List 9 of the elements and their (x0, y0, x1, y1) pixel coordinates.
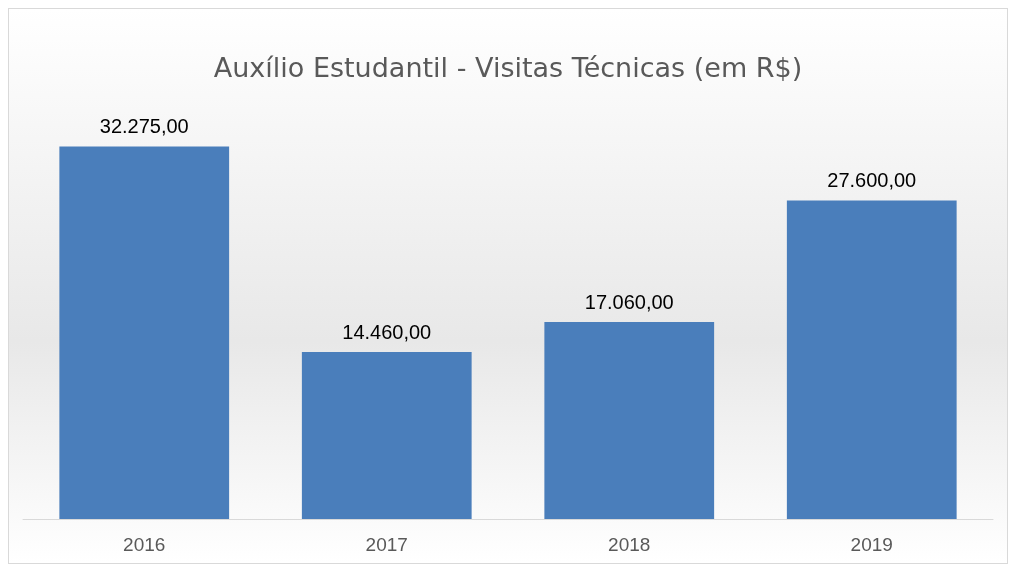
data-label: 27.600,00 (827, 169, 917, 192)
data-label: 17.060,00 (584, 291, 674, 314)
data-label: 32.275,00 (99, 115, 189, 138)
x-tick-label: 2017 (365, 534, 408, 555)
x-tick-label: 2016 (123, 534, 166, 555)
data-label: 14.460,00 (342, 321, 432, 344)
x-tick-label: 2018 (608, 534, 651, 555)
x-tick-label: 2019 (850, 534, 893, 555)
chart-title: Auxílio Estudantil - Visitas Técnicas (em R$) (213, 52, 803, 83)
